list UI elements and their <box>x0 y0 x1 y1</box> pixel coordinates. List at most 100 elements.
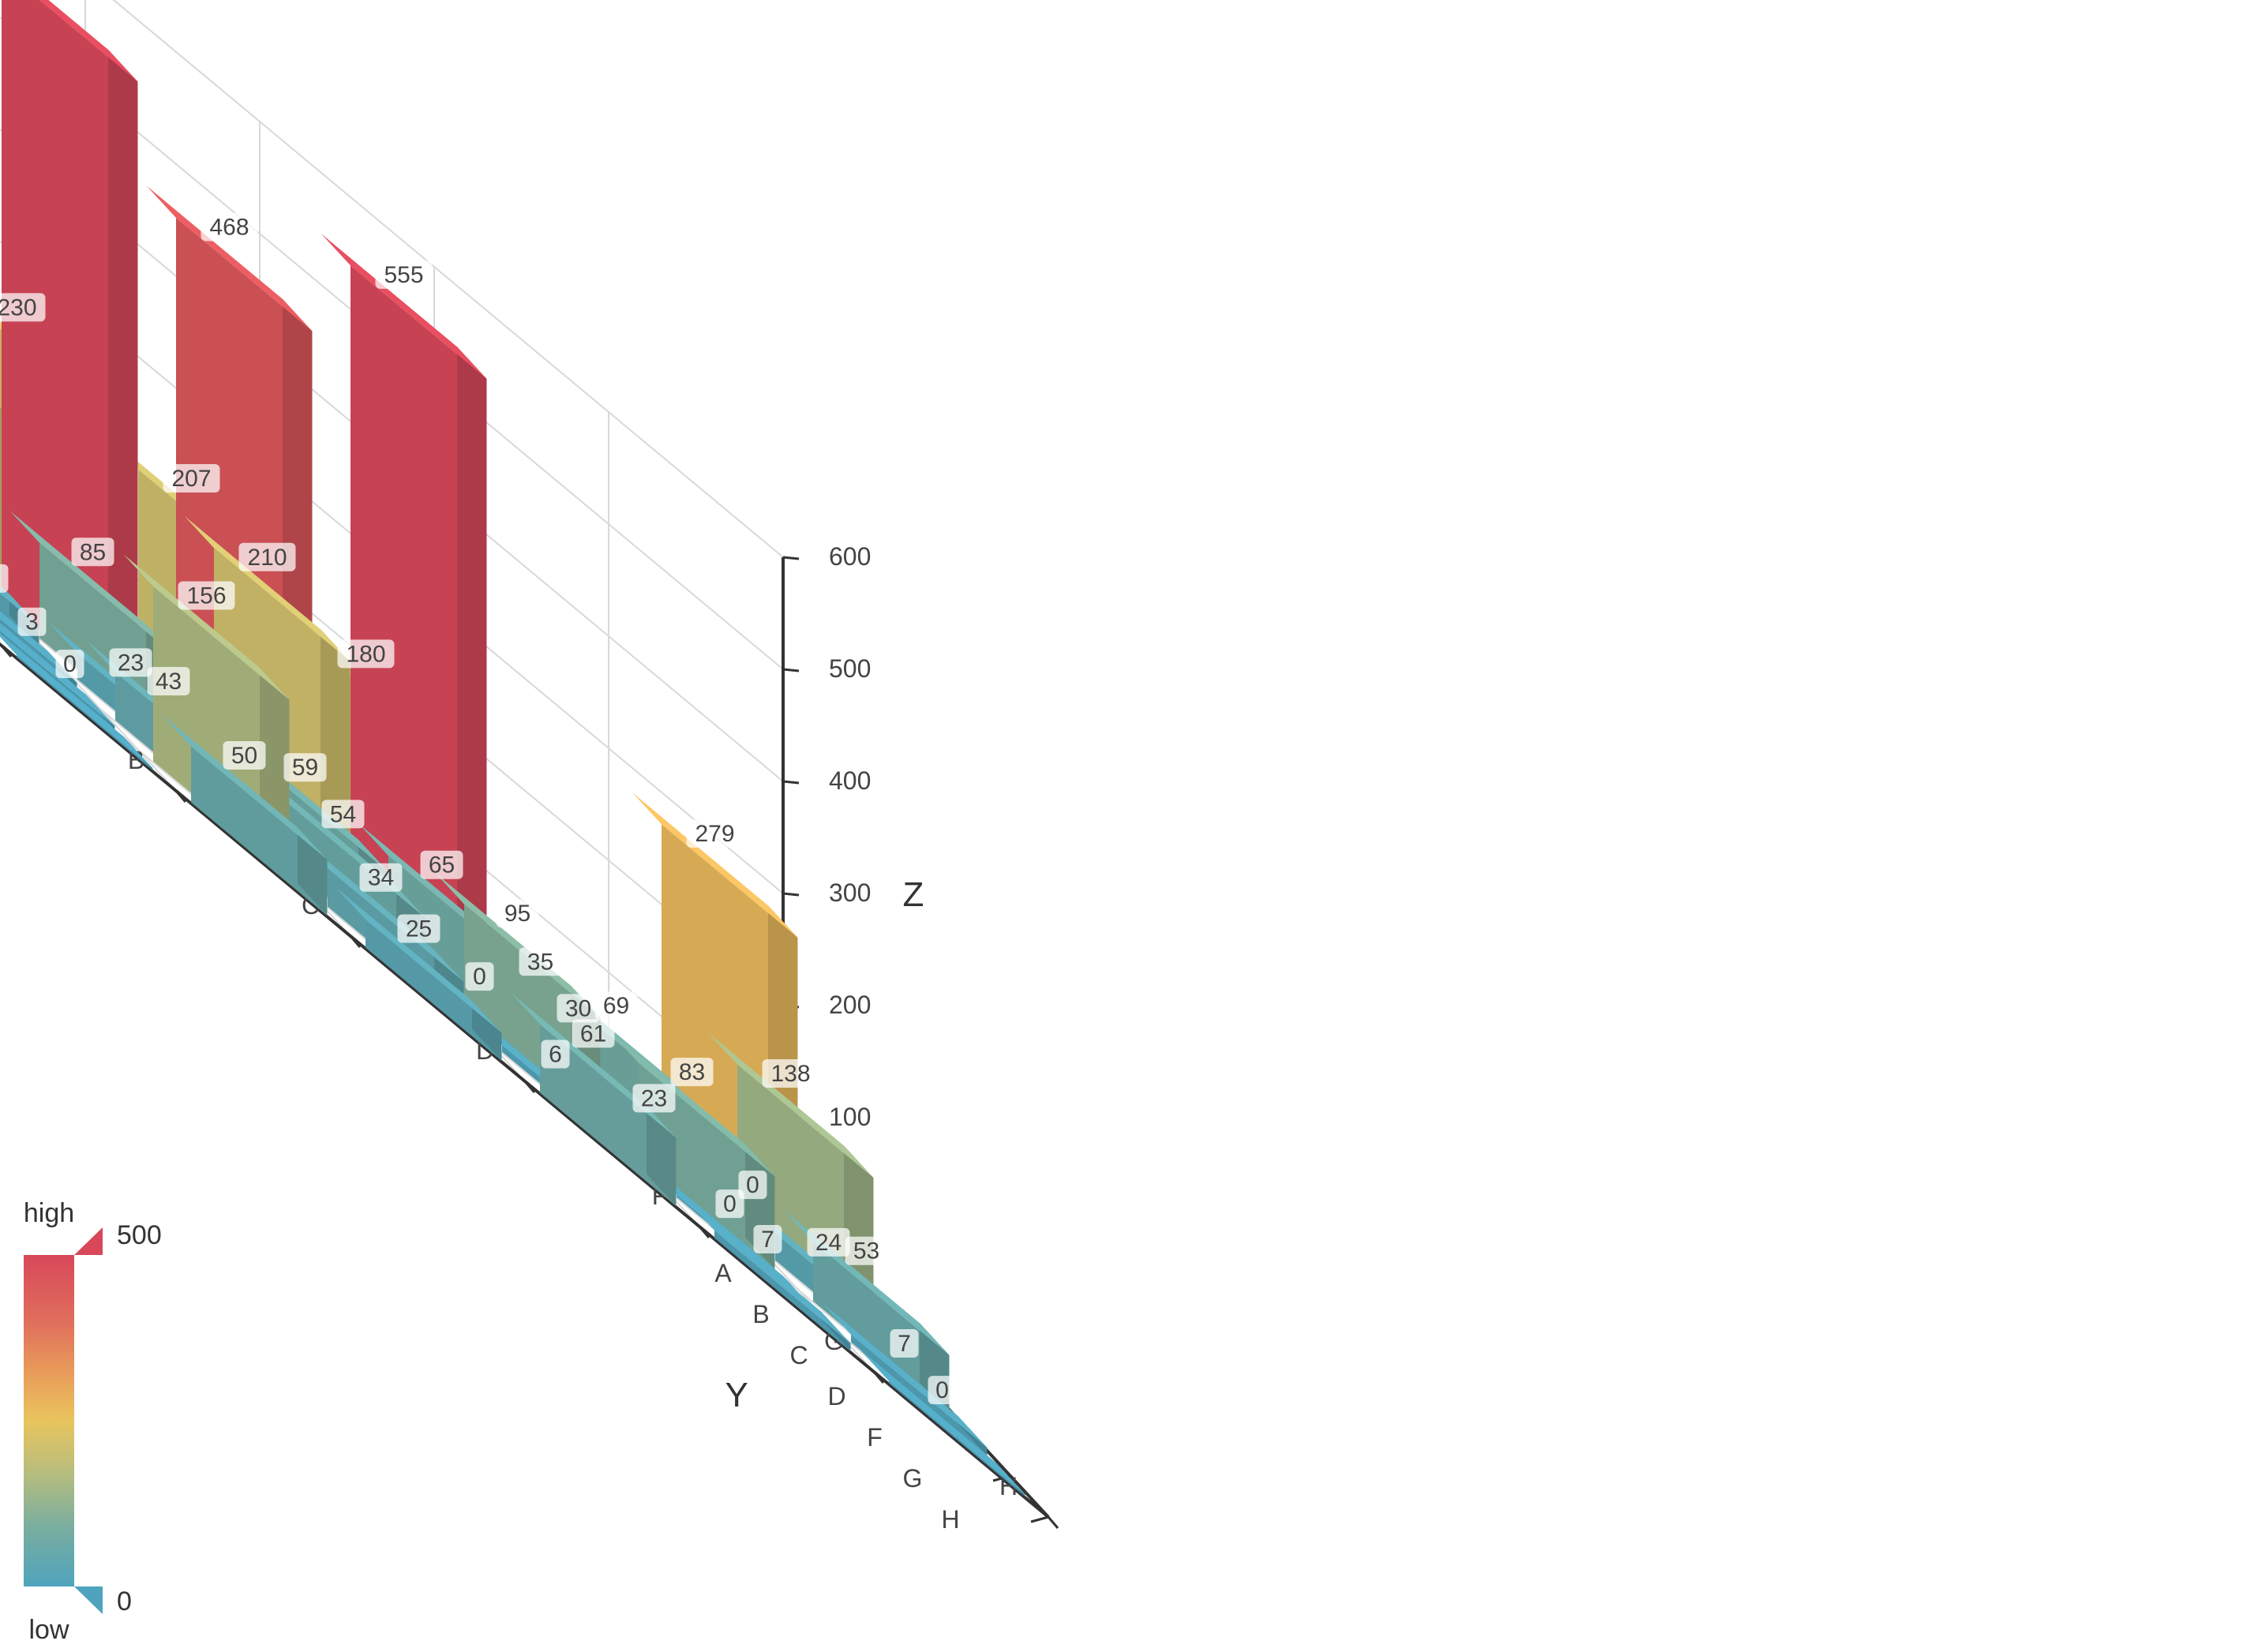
data-label: 69 <box>594 991 638 1021</box>
data-label-text: 0 <box>935 1377 949 1403</box>
data-label: 34 <box>359 863 403 892</box>
bar-face-top <box>298 836 464 982</box>
data-label-bg <box>686 819 744 848</box>
data-label-bg <box>519 947 562 976</box>
y-axis-tick-label: H <box>941 1505 959 1534</box>
bar-face-top <box>146 185 313 332</box>
bar-face-top <box>321 233 487 379</box>
bar-face-front <box>351 265 487 1001</box>
visual-map-gradient-bar[interactable] <box>24 1255 74 1586</box>
data-label-bg <box>17 607 47 636</box>
visual-map-legend: high 500 0 low <box>24 1198 162 1645</box>
bar-B-C[interactable] <box>0 264 2 606</box>
data-label-text: 180 <box>346 641 385 667</box>
bar-face-top <box>859 1349 1025 1495</box>
data-label-text: 0 <box>723 1191 737 1217</box>
bar-D-H[interactable] <box>336 887 502 1062</box>
data-label-text: 7 <box>898 1331 911 1357</box>
data-label: 0 <box>928 1376 957 1405</box>
data-label: 5 <box>0 564 9 593</box>
bar-face-front <box>191 746 328 916</box>
bar-face-side <box>298 827 328 916</box>
bar-H-G[interactable] <box>821 1302 988 1455</box>
data-label: 7 <box>890 1329 919 1358</box>
data-label-text: 35 <box>527 949 553 975</box>
data-label-bg <box>762 1059 819 1088</box>
data-label-text: 30 <box>565 995 591 1021</box>
bar-face-top <box>39 0 138 82</box>
data-label: 0 <box>738 1171 767 1200</box>
data-label-text: 210 <box>247 545 287 571</box>
data-label-text: 207 <box>171 466 211 492</box>
x-axis-tick <box>1047 1516 1059 1529</box>
z-axis-tick <box>782 556 800 560</box>
data-label: 138 <box>762 1059 819 1088</box>
bar-face-top <box>632 792 798 938</box>
data-label: 54 <box>321 800 365 829</box>
bar-G-H[interactable] <box>684 1198 851 1351</box>
data-label: 65 <box>420 850 463 879</box>
bar-face-side <box>457 347 487 1001</box>
y-axis-tick-label: A <box>714 1259 732 1287</box>
z-axis-tick <box>782 780 800 785</box>
data-label-bg <box>541 1040 570 1069</box>
data-label: 61 <box>572 1019 615 1048</box>
x-axis-tick <box>872 1371 885 1384</box>
x-axis-tick <box>698 1226 710 1238</box>
data-label-bg <box>928 1376 957 1405</box>
data-label: 83 <box>670 1058 714 1087</box>
data-label: 23 <box>109 648 152 677</box>
data-label-text: 61 <box>580 1021 606 1047</box>
y-axis-tick-label: G <box>903 1464 923 1493</box>
bar-face-front <box>714 1230 851 1351</box>
data-label-bg <box>715 1189 744 1219</box>
data-label: 279 <box>686 819 744 848</box>
z-axis-title: Z <box>903 875 924 914</box>
data-label: 0 <box>715 1189 744 1219</box>
bar-H-H[interactable] <box>859 1349 1025 1497</box>
visual-map-high-text: high <box>24 1198 74 1228</box>
data-label-text: 69 <box>603 993 629 1019</box>
data-label-text: 555 <box>384 262 423 288</box>
bar-face-front <box>366 920 502 1061</box>
bars <box>0 0 1025 1497</box>
x-axis-tick <box>0 645 13 657</box>
bar-F-B[interactable] <box>321 233 487 1001</box>
data-label-text: 24 <box>815 1230 842 1256</box>
visual-map-low-handle[interactable] <box>74 1586 103 1614</box>
data-label-bg <box>55 650 84 679</box>
data-label-bg <box>465 962 494 991</box>
x-axis-tick <box>174 790 187 803</box>
bar-face-top <box>161 714 328 860</box>
data-label: 59 <box>283 753 327 782</box>
data-label-bg <box>71 538 114 567</box>
bar-face-top <box>336 887 502 1033</box>
data-label-text: 23 <box>118 650 144 676</box>
data-label: 25 <box>397 914 440 943</box>
bar-B-H[interactable] <box>0 623 153 770</box>
data-label-text: 34 <box>368 865 394 891</box>
data-label-bg <box>201 212 258 242</box>
visual-map-high-handle[interactable] <box>74 1227 103 1255</box>
x-axis-tick <box>523 1081 536 1093</box>
data-label: 43 <box>147 666 190 695</box>
data-label-bg <box>147 666 190 695</box>
data-label: 85 <box>71 538 114 567</box>
data-label: 95 <box>496 899 539 928</box>
data-label-text: 43 <box>156 669 182 695</box>
data-label-bg <box>359 863 403 892</box>
z-axis-tick <box>782 892 800 897</box>
grid-line <box>112 0 784 558</box>
bar-C-H[interactable] <box>161 714 328 916</box>
data-label-bg <box>283 753 327 782</box>
data-label-bg <box>557 994 600 1023</box>
data-label-text: 3 <box>25 609 39 635</box>
y-axis-tick-label: B <box>752 1300 769 1328</box>
data-label-bg <box>572 1019 615 1048</box>
bar-face-top <box>0 633 153 769</box>
bar-face-top <box>184 515 351 661</box>
bar-face-top <box>609 1031 775 1177</box>
y-axis-title: Y <box>725 1376 748 1414</box>
bar-face-top <box>9 511 176 657</box>
